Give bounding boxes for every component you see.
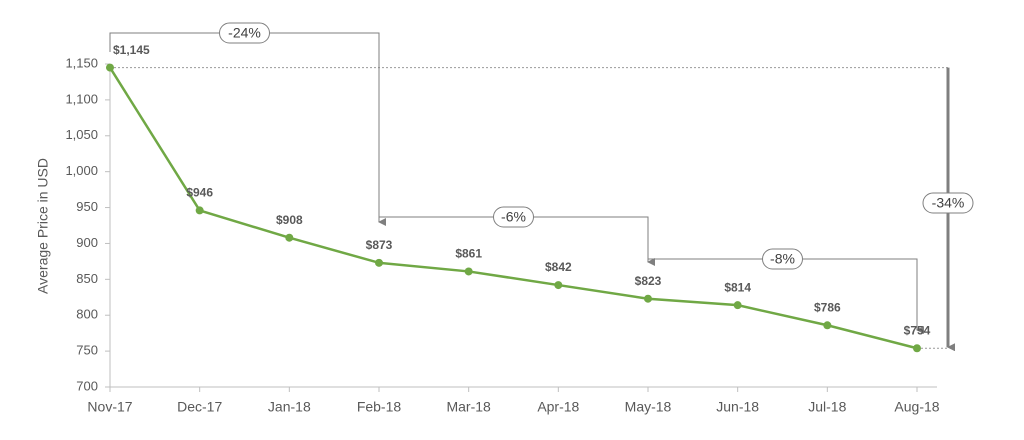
- annotation-bubble: [493, 206, 534, 228]
- data-point: [106, 63, 114, 72]
- annotation: -34%: [932, 195, 965, 211]
- annotation: -24%: [228, 25, 261, 41]
- data-point: [554, 281, 563, 290]
- x-tick-label: Feb-18: [357, 399, 402, 415]
- data-point: [823, 321, 832, 330]
- data-point: [733, 301, 742, 310]
- data-point: [375, 258, 383, 267]
- y-tick-label: 700: [76, 378, 98, 393]
- annotation: -6%: [501, 209, 526, 225]
- data-label: $842: [545, 260, 572, 274]
- y-tick-label: 1,100: [65, 91, 98, 106]
- x-tick-label: Apr-18: [537, 399, 579, 415]
- data-line: [108, 66, 918, 350]
- y-tick-label: 800: [76, 307, 98, 322]
- data-point: [195, 206, 204, 215]
- annotation: -8%: [770, 251, 795, 267]
- annotation-bubble: [219, 22, 270, 44]
- bracket: [648, 258, 924, 334]
- data-point: [285, 233, 294, 242]
- y-axis-title: Average Price in USD: [35, 158, 51, 294]
- data-label: $823: [635, 274, 662, 288]
- annotation-bubble: [922, 192, 974, 214]
- y-tick-label: 1,000: [65, 163, 98, 178]
- data-label: $814: [724, 280, 751, 294]
- y-tick-label: 1,150: [65, 55, 98, 70]
- x-tick-label: May-18: [625, 399, 672, 415]
- x-tick-label: Dec-17: [177, 399, 222, 415]
- data-point: [464, 267, 473, 276]
- data-label: $754: [904, 323, 931, 337]
- data-point: [913, 344, 921, 353]
- x-tick-label: Jan-18: [268, 399, 311, 415]
- x-tick-label: Jul-18: [808, 399, 846, 415]
- y-tick-label: 850: [76, 271, 98, 286]
- bracket: [109, 32, 386, 226]
- x-tick-label: Mar-18: [446, 399, 491, 415]
- data-label: $946: [186, 186, 213, 200]
- data-label: $908: [276, 213, 303, 227]
- x-tick-label: Nov-17: [87, 399, 132, 415]
- data-label: $1,145: [113, 43, 150, 57]
- y-tick-label: 900: [76, 235, 98, 250]
- annotation-bubble: [762, 248, 803, 270]
- y-tick-label: 1,050: [65, 127, 98, 142]
- data-label: $861: [455, 247, 482, 261]
- x-tick-label: Aug-18: [894, 399, 939, 415]
- data-label: $786: [814, 300, 841, 314]
- data-point: [644, 294, 652, 303]
- data-label: $873: [366, 238, 393, 252]
- bracket: [379, 216, 655, 266]
- y-tick-label: 950: [76, 199, 98, 214]
- x-tick-label: Jun-18: [716, 399, 759, 415]
- y-tick-label: 750: [76, 343, 98, 358]
